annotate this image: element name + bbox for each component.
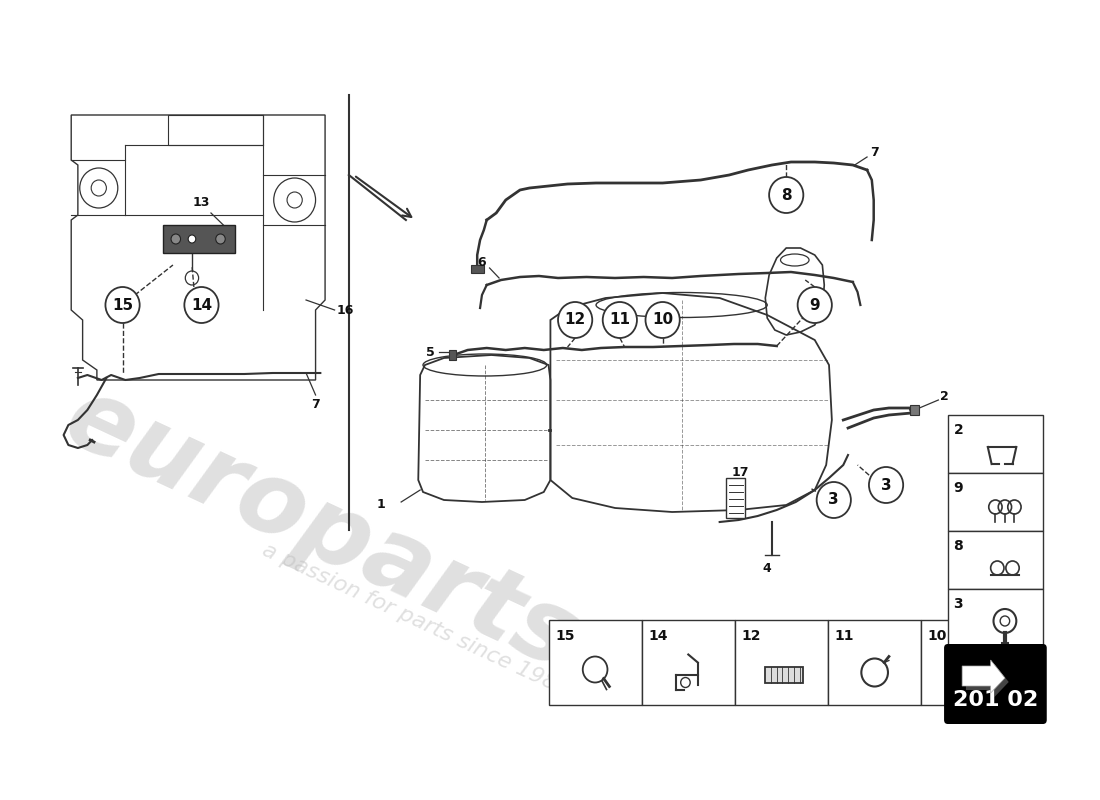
FancyBboxPatch shape [944, 644, 1047, 724]
Bar [726, 478, 746, 518]
Text: 7: 7 [311, 398, 320, 411]
Polygon shape [962, 660, 1005, 693]
Bar [471, 265, 484, 273]
Bar [164, 225, 234, 253]
Text: a passion for parts since 1985: a passion for parts since 1985 [258, 540, 572, 700]
Bar [449, 350, 456, 360]
Text: 13: 13 [192, 195, 210, 209]
Text: 9: 9 [810, 298, 821, 313]
Bar [549, 620, 641, 705]
Circle shape [558, 302, 592, 338]
Text: europarts: europarts [50, 369, 592, 691]
Text: 10: 10 [928, 629, 947, 643]
Text: 16: 16 [337, 303, 354, 317]
Circle shape [769, 177, 803, 213]
Text: 8: 8 [781, 187, 792, 202]
Circle shape [185, 287, 219, 323]
Text: 15: 15 [556, 629, 574, 643]
Text: 14: 14 [191, 298, 212, 313]
Text: 7: 7 [870, 146, 879, 159]
Circle shape [603, 302, 637, 338]
Bar [735, 620, 828, 705]
Circle shape [798, 287, 832, 323]
Text: 2: 2 [940, 390, 949, 403]
Circle shape [646, 302, 680, 338]
Circle shape [816, 482, 851, 518]
Text: 8: 8 [954, 539, 964, 553]
Text: 10: 10 [652, 313, 673, 327]
Text: 3: 3 [954, 597, 964, 611]
Text: 15: 15 [112, 298, 133, 313]
Text: 3: 3 [828, 493, 839, 507]
Text: 12: 12 [564, 313, 586, 327]
Circle shape [216, 234, 225, 244]
Circle shape [869, 467, 903, 503]
Text: 1: 1 [376, 498, 385, 510]
Text: 4: 4 [762, 562, 771, 574]
Text: 9: 9 [954, 481, 964, 495]
Circle shape [106, 287, 140, 323]
Bar [828, 620, 921, 705]
Text: 2: 2 [954, 423, 964, 437]
Text: 5: 5 [426, 346, 434, 358]
Text: 17: 17 [732, 466, 749, 479]
Bar [910, 405, 920, 415]
Bar [948, 531, 1043, 589]
Text: 11: 11 [609, 313, 630, 327]
Text: 3: 3 [881, 478, 891, 493]
Bar [948, 589, 1043, 647]
Text: 14: 14 [648, 629, 668, 643]
Circle shape [188, 235, 196, 243]
Text: 6: 6 [477, 255, 486, 269]
Bar [948, 473, 1043, 531]
Bar [921, 620, 1014, 705]
Polygon shape [966, 664, 1009, 697]
Bar [766, 666, 803, 682]
Text: 11: 11 [835, 629, 855, 643]
Text: 12: 12 [741, 629, 761, 643]
Circle shape [170, 234, 180, 244]
Bar [641, 620, 735, 705]
Text: 201 02: 201 02 [953, 690, 1038, 710]
Bar [948, 415, 1043, 473]
